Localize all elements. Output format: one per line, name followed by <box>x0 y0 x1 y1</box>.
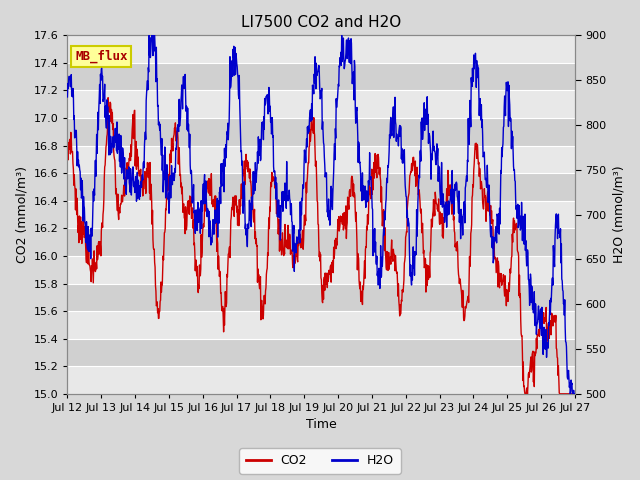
Bar <box>67 284 575 311</box>
Bar <box>67 366 575 394</box>
Bar <box>67 36 575 63</box>
Legend: CO2, H2O: CO2, H2O <box>239 448 401 474</box>
Bar <box>67 339 575 366</box>
Bar <box>67 63 575 91</box>
Y-axis label: CO2 (mmol/m³): CO2 (mmol/m³) <box>15 166 28 263</box>
Y-axis label: H2O (mmol/m³): H2O (mmol/m³) <box>612 166 625 264</box>
Bar <box>67 91 575 118</box>
X-axis label: Time: Time <box>306 419 337 432</box>
Bar <box>67 228 575 256</box>
Bar <box>67 256 575 284</box>
Bar <box>67 311 575 339</box>
Title: LI7500 CO2 and H2O: LI7500 CO2 and H2O <box>241 15 401 30</box>
Text: MB_flux: MB_flux <box>75 49 127 63</box>
Bar <box>67 173 575 201</box>
Bar <box>67 118 575 145</box>
Bar <box>67 145 575 173</box>
Bar <box>67 201 575 228</box>
